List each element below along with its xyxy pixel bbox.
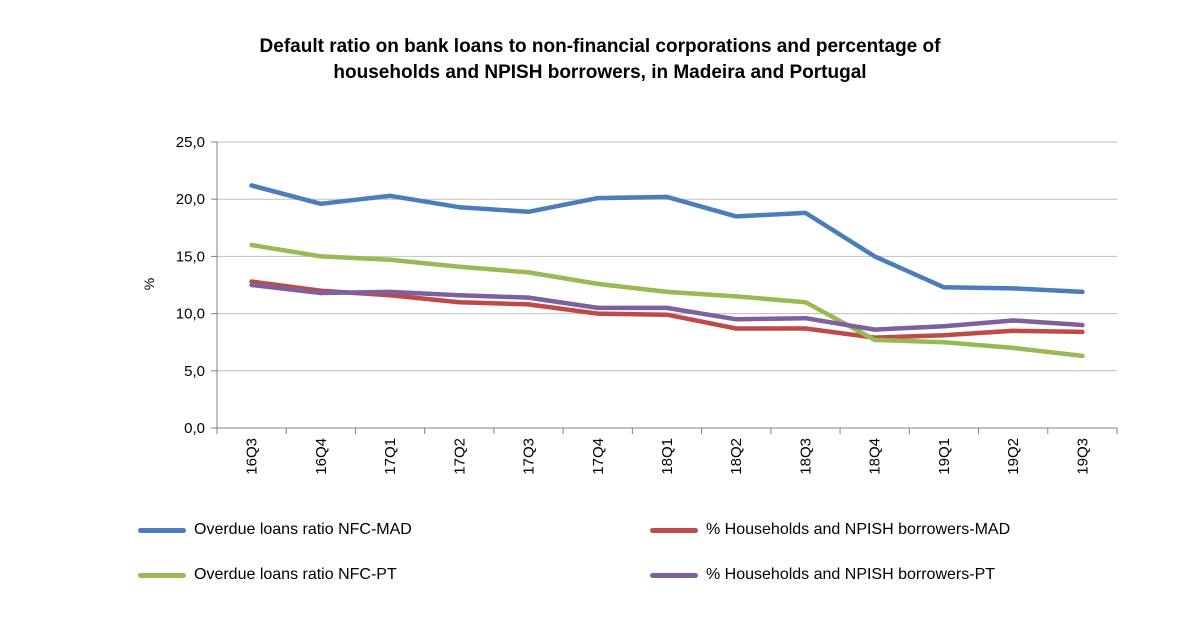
data-point (526, 270, 531, 275)
x-tick-label: 18Q3 (797, 438, 814, 475)
data-point (1080, 329, 1085, 335)
data-point (595, 281, 600, 287)
data-point (1080, 289, 1085, 295)
chart-title: Default ratio on bank loans to non-finan… (150, 34, 1050, 86)
data-point (734, 326, 739, 331)
legend-swatch-nfc-pt (138, 572, 186, 578)
data-point (1010, 345, 1016, 351)
data-point (1010, 328, 1016, 333)
y-tick-label: 25,0 (176, 134, 205, 151)
data-point (387, 193, 393, 198)
data-point (526, 209, 531, 214)
legend-label-nfc-pt: Overdue loans ratio NFC-PT (194, 566, 397, 583)
data-point (318, 254, 324, 259)
data-point (1010, 318, 1016, 323)
data-point (249, 242, 254, 248)
y-tick-label: 0,0 (184, 420, 205, 437)
data-point (318, 290, 324, 296)
data-point (872, 254, 877, 259)
data-point (664, 305, 670, 311)
legend-label-nfc-mad: Overdue loans ratio NFC-MAD (194, 521, 412, 538)
data-point (941, 340, 947, 345)
data-point (803, 315, 808, 321)
data-point (803, 210, 808, 216)
x-tick-label: 18Q2 (728, 438, 745, 475)
legend-label-households-pt: % Households and NPISH borrowers-PT (706, 566, 996, 583)
data-point (387, 257, 393, 263)
x-tick-label: 17Q2 (451, 438, 468, 475)
legend-item-households-mad: % Households and NPISH borrowers-MAD (650, 521, 1010, 539)
data-point (457, 264, 462, 269)
x-tick-label: 17Q3 (521, 438, 538, 475)
data-point (734, 294, 739, 299)
series-line-2 (249, 242, 1085, 359)
data-point (941, 333, 947, 338)
data-point (941, 323, 947, 329)
data-point (664, 194, 670, 200)
x-tick-label: 17Q1 (382, 438, 399, 475)
x-tick-label: 19Q1 (936, 438, 953, 475)
data-point (1080, 322, 1085, 328)
data-point (803, 326, 808, 331)
data-point (872, 337, 877, 343)
data-point (803, 299, 808, 305)
data-point (457, 293, 462, 298)
data-point (595, 305, 600, 311)
x-tick-label: 16Q4 (313, 438, 330, 475)
data-point (387, 289, 393, 295)
data-point (872, 327, 877, 332)
y-tick-label: 15,0 (176, 248, 205, 265)
legend-swatch-households-pt (650, 572, 698, 578)
data-point (526, 302, 531, 307)
legend-swatch-nfc-mad (138, 527, 186, 533)
data-point (249, 279, 254, 284)
chart-title-line-2: households and NPISH borrowers, in Madei… (333, 62, 867, 83)
y-tick-label: 20,0 (176, 191, 205, 208)
data-point (734, 317, 739, 322)
legend-item-nfc-pt: Overdue loans ratio NFC-PT (138, 566, 397, 584)
data-point (664, 289, 670, 295)
data-point (318, 201, 324, 206)
legend-item-households-pt: % Households and NPISH borrowers-PT (650, 566, 995, 584)
legend-item-nfc-mad: Overdue loans ratio NFC-MAD (138, 521, 412, 539)
chart-title-line-1: Default ratio on bank loans to non-finan… (259, 36, 941, 57)
x-tick-label: 16Q3 (244, 438, 261, 475)
x-tick-label: 19Q3 (1074, 438, 1091, 475)
data-point (1080, 353, 1085, 359)
data-point (595, 311, 600, 316)
legend-swatch-households-mad (650, 527, 698, 533)
x-tick-label: 19Q2 (1005, 438, 1022, 475)
y-tick-label: 5,0 (184, 363, 205, 380)
data-point (595, 195, 600, 201)
data-point (457, 299, 462, 305)
data-point (457, 205, 462, 210)
data-point (664, 312, 670, 317)
data-point (1010, 286, 1016, 291)
series-line-0 (249, 183, 1085, 295)
data-point (249, 183, 254, 188)
data-point (249, 282, 254, 288)
data-point (734, 214, 739, 219)
data-point (526, 295, 531, 300)
y-tick-label: 10,0 (176, 306, 205, 323)
x-tick-label: 18Q4 (867, 438, 884, 475)
data-point (941, 285, 947, 290)
x-tick-label: 18Q1 (659, 438, 676, 475)
x-tick-label: 17Q4 (590, 438, 607, 475)
legend-label-households-mad: % Households and NPISH borrowers-MAD (706, 521, 1011, 538)
